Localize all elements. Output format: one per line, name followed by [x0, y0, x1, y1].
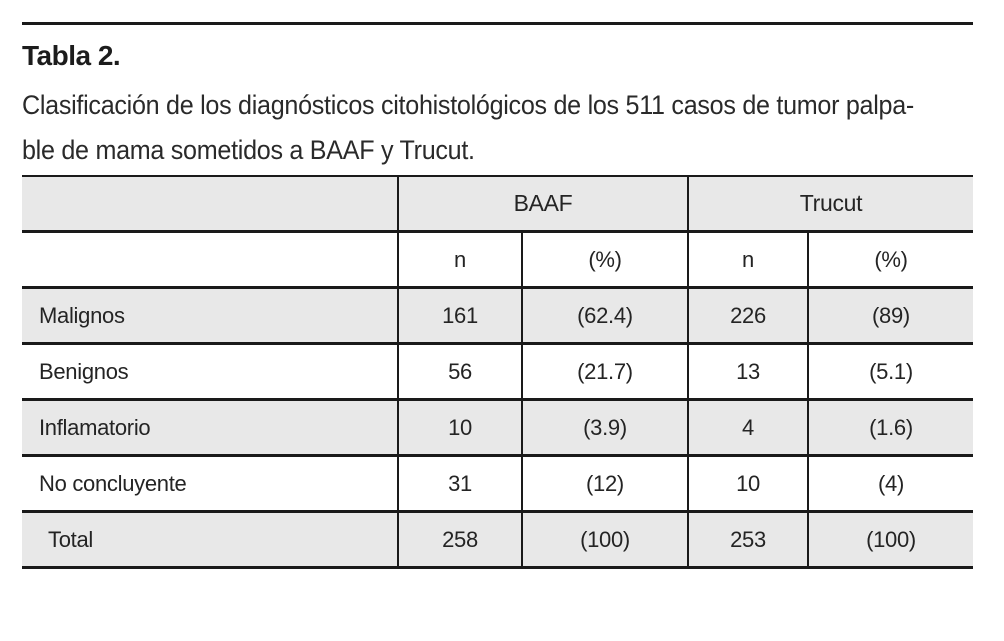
row-label-cell: No concluyente: [39, 470, 187, 496]
empty-corner-cell: [22, 232, 398, 288]
row-label-cell: Total: [22, 511, 398, 568]
trucut-pct-cell: (5.1): [807, 343, 973, 400]
caption-line-1: Clasificación de los diagnósticos citohi…: [22, 90, 915, 120]
trucut-n-cell: 253: [687, 511, 808, 568]
trucut-n-cell: 226: [687, 287, 808, 344]
trucut-n-header: n: [687, 231, 808, 288]
empty-corner-cell: [22, 176, 398, 232]
trucut-n-cell: 10: [687, 455, 808, 512]
column-group-baaf: BAAF: [397, 176, 688, 232]
table-row-malignos: Malignos 161 (62.4) 226 (89): [22, 287, 973, 344]
trucut-n-cell: 4: [687, 399, 808, 456]
trucut-pct-cell: (100): [807, 511, 973, 568]
baaf-n-cell: 258: [397, 511, 522, 568]
baaf-pct-cell: (62.4): [521, 287, 688, 344]
table-title: Tabla 2.: [22, 40, 121, 71]
sub-header-row: n (%) n (%): [22, 231, 973, 288]
baaf-pct-cell: (100): [521, 511, 688, 568]
row-label-cell: Malignos: [22, 287, 398, 344]
table-row-no-concluyente: No concluyente 31 (12) 10 (4): [22, 455, 973, 512]
diagnostics-table: BAAF Trucut n (%) n (%) Malignos 161 (62…: [22, 175, 973, 569]
table-row-total: Total 258 (100) 253 (100): [22, 511, 973, 568]
baaf-n-cell: 10: [397, 399, 522, 456]
baaf-n-cell: 31: [397, 455, 522, 512]
baaf-pct-header: (%): [521, 231, 688, 288]
table-caption: Clasificación de los diagnósticos citohi…: [22, 83, 973, 173]
baaf-n-cell: 56: [397, 343, 522, 400]
trucut-pct-cell: (1.6): [807, 399, 973, 456]
table-row-benignos: Benignos 56 (21.7) 13 (5.1): [22, 343, 973, 400]
figure-top-rule: [22, 22, 973, 25]
column-group-trucut: Trucut: [687, 176, 973, 232]
baaf-n-header: n: [397, 231, 522, 288]
row-label-cell: Benignos: [39, 358, 129, 384]
baaf-pct-cell: (3.9): [521, 399, 688, 456]
group-header-row: BAAF Trucut: [22, 176, 973, 232]
trucut-pct-cell: (89): [807, 287, 973, 344]
table-row-inflamatorio: Inflamatorio 10 (3.9) 4 (1.6): [22, 399, 973, 456]
figure-page: Tabla 2. Clasificación de los diagnóstic…: [22, 22, 973, 569]
baaf-pct-cell: (12): [521, 455, 688, 512]
trucut-pct-header: (%): [807, 231, 973, 288]
baaf-pct-cell: (21.7): [521, 343, 688, 400]
baaf-n-cell: 161: [397, 287, 522, 344]
caption-line-2: ble de mama sometidos a BAAF y Trucut.: [22, 135, 475, 165]
row-label-cell: Inflamatorio: [22, 399, 398, 456]
trucut-pct-cell: (4): [807, 455, 973, 512]
trucut-n-cell: 13: [687, 343, 808, 400]
